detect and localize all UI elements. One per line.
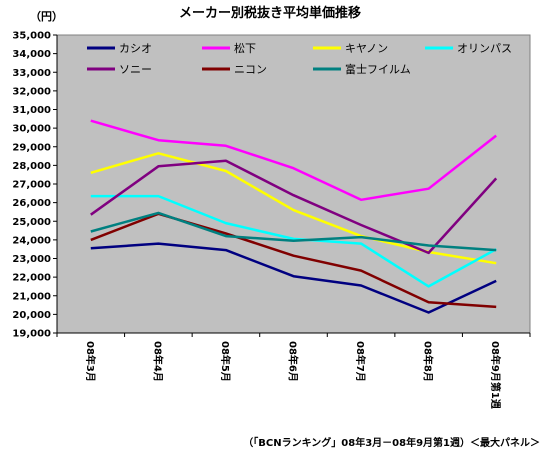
y-tick-label: 33,000: [12, 68, 51, 79]
y-tick-label: 19,000: [12, 329, 51, 340]
x-tick-label: 08年4月: [151, 341, 164, 382]
y-axis-unit-label: （円）: [30, 10, 63, 23]
y-tick-label: 31,000: [12, 105, 51, 116]
series-line: [90, 211, 497, 252]
x-tick-label: 08年9月第1週: [489, 341, 502, 409]
y-tick-label: 26,000: [12, 198, 51, 209]
source-note: （「BCNランキング」08年3月－08年9月第1週）＜最大パネル＞: [243, 436, 540, 449]
legend-label: ニコン: [234, 63, 267, 76]
y-tick-label: 20,000: [12, 310, 51, 321]
x-tick-label: 08年5月: [219, 341, 232, 382]
legend-label: ソニー: [119, 63, 152, 76]
y-tick-label: 24,000: [12, 235, 51, 246]
x-tick-label: 08年6月: [287, 341, 300, 382]
y-tick-label: 28,000: [12, 161, 51, 172]
y-tick-label: 27,000: [12, 180, 51, 191]
legend-label: キヤノン: [345, 42, 388, 55]
y-tick-label: 34,000: [12, 49, 51, 60]
legend-label: 松下: [234, 41, 256, 55]
y-tick-label: 29,000: [12, 142, 51, 153]
legend-label: オリンパス: [457, 42, 512, 55]
y-tick-label: 25,000: [12, 217, 51, 228]
y-tick-label: 32,000: [12, 86, 51, 97]
chart-title: メーカー別税抜き平均単価推移: [179, 5, 361, 21]
y-tick-label: 23,000: [12, 254, 51, 265]
series-line: [90, 194, 497, 288]
y-tick-label: 21,000: [12, 291, 51, 302]
y-tick-label: 22,000: [12, 273, 51, 284]
series-line: [90, 119, 497, 202]
plot-area: [56, 34, 531, 334]
series-line: [90, 159, 498, 255]
series-layer: [90, 119, 498, 314]
y-tick-label: 30,000: [12, 124, 51, 135]
legend-label: 富士フイルム: [345, 62, 411, 76]
x-tick-label: 08年7月: [354, 341, 367, 382]
x-tick-label: 08年3月: [84, 341, 97, 382]
x-axis: 08年3月 08年4月 08年5月 08年6月 08年7月 08年8月 08年9月第1週: [56, 332, 531, 409]
x-tick-label: 08年8月: [422, 341, 435, 382]
y-axis: 19,000 20,000 21,000 22,000 23,000 24,000 25,0…: [12, 31, 58, 340]
y-tick-label: 35,000: [12, 31, 51, 42]
legend-label: カシオ: [119, 42, 152, 55]
series-line: [90, 242, 497, 314]
